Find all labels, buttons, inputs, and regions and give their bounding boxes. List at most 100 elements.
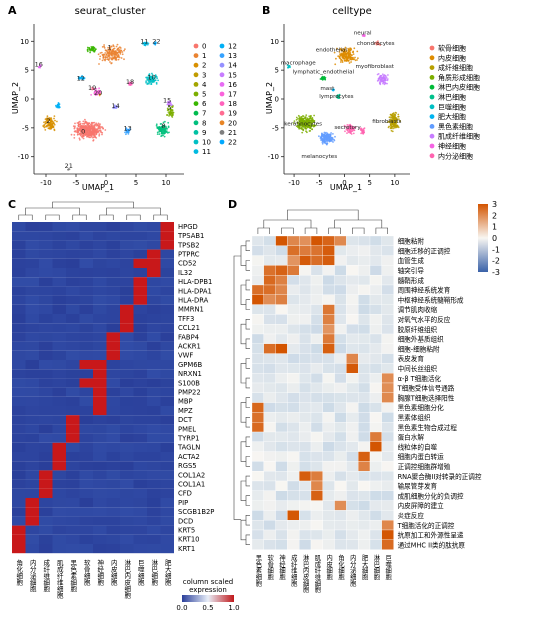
- umap-point: [57, 105, 59, 108]
- heatmap-cell: [334, 294, 347, 305]
- umap-point: [123, 58, 125, 61]
- heatmap-cell: [251, 441, 264, 452]
- heatmap-cell: [12, 516, 26, 526]
- heatmap-cell: [39, 461, 53, 471]
- col-label: 成纤维细胞: [42, 558, 50, 593]
- umap-point: [99, 129, 102, 132]
- heatmap-cell: [358, 451, 371, 462]
- umap-point: [103, 47, 106, 49]
- umap-point: [167, 121, 170, 124]
- heatmap-cell: [79, 424, 93, 434]
- col-label: 软骨细胞: [82, 558, 90, 587]
- heatmap-cell: [310, 520, 323, 531]
- umap-point: [287, 66, 290, 69]
- heatmap-cell: [287, 314, 300, 325]
- heatmap-cell: [25, 360, 39, 370]
- legend-label: 18: [228, 100, 237, 108]
- heatmap-cell: [52, 231, 66, 241]
- heatmap-cell: [251, 451, 264, 462]
- heatmap-cell: [120, 396, 134, 406]
- umap-point: [152, 76, 155, 78]
- y-tick-label: -5: [272, 124, 279, 132]
- heatmap-cell: [93, 378, 107, 388]
- panel-a-ylabel: UMAP_2: [11, 82, 20, 114]
- row-label: 胸腺T细胞选择阳性: [398, 393, 455, 402]
- umap-point: [149, 79, 152, 82]
- col-label: 黑色素细胞: [69, 559, 77, 593]
- heatmap-cell: [79, 378, 93, 388]
- legend-label: 肌成纤维细胞: [438, 132, 480, 141]
- heatmap-cell: [66, 277, 80, 287]
- heatmap-cell: [120, 249, 134, 259]
- legend-c: column scaled expression 0.0 0.5 1.0: [176, 578, 239, 612]
- heatmap-cell: [106, 304, 120, 314]
- heatmap-cell: [358, 353, 371, 364]
- heatmap-cell: [106, 461, 120, 471]
- umap-point: [170, 112, 173, 114]
- heatmap-cell: [160, 452, 174, 462]
- heatmap-cell: [106, 544, 120, 554]
- cluster-label: 11: [140, 38, 148, 46]
- heatmap-cell: [106, 433, 120, 443]
- panel-c: C HPGDTPSAB1TPSB2PTPRCCD52IL32HLA-DPB1HL…: [8, 198, 240, 612]
- heatmap-cell: [287, 275, 300, 286]
- umap-point: [106, 51, 109, 54]
- heatmap-cell: [369, 422, 382, 433]
- heatmap-cell: [66, 249, 80, 259]
- legend-swatch: [219, 53, 225, 58]
- heatmap-cell: [358, 314, 371, 325]
- heatmap-cell: [39, 516, 53, 526]
- umap-point: [92, 139, 95, 142]
- y-tick-label: 0: [275, 96, 279, 104]
- heatmap-cell: [39, 525, 53, 535]
- heatmap-cell: [133, 544, 147, 554]
- heatmap-cell: [79, 396, 93, 406]
- heatmap-cell: [66, 240, 80, 250]
- heatmap-cell: [93, 295, 107, 305]
- heatmap-cell: [133, 534, 147, 544]
- heatmap-cell: [52, 479, 66, 489]
- umap-point: [37, 66, 40, 69]
- heatmap-cell: [66, 433, 80, 443]
- heatmap-cell: [369, 353, 382, 364]
- umap-point: [45, 124, 48, 127]
- umap-point: [89, 123, 92, 126]
- heatmap-cell: [251, 324, 264, 335]
- umap-point: [397, 126, 400, 129]
- heatmap-cell: [381, 520, 394, 531]
- umap-point: [77, 130, 79, 133]
- heatmap-cell: [275, 304, 288, 315]
- row-label: CCL21: [178, 324, 200, 332]
- legend-label: 15: [228, 71, 237, 79]
- heatmap-cell: [322, 382, 335, 393]
- umap-point: [158, 126, 161, 128]
- heatmap-cell: [120, 498, 134, 508]
- heatmap-cell: [310, 471, 323, 482]
- umap-point: [313, 114, 315, 117]
- heatmap-cell: [275, 451, 288, 462]
- heatmap-cell: [275, 235, 288, 246]
- heatmap-cell: [160, 461, 174, 471]
- heatmap-cell: [310, 382, 323, 393]
- umap-point: [332, 133, 334, 135]
- umap-point: [156, 77, 159, 80]
- umap-point: [326, 132, 329, 135]
- umap-point: [101, 53, 104, 56]
- umap-point: [44, 129, 47, 131]
- heatmap-cell: [334, 235, 347, 246]
- legend-d-tick: 2: [492, 211, 497, 220]
- heatmap-cell: [251, 265, 264, 276]
- umap-point: [348, 54, 351, 57]
- legend-swatch: [429, 45, 435, 51]
- heatmap-cell: [39, 378, 53, 388]
- legend-swatch: [193, 139, 199, 145]
- heatmap-cell: [263, 500, 276, 511]
- heatmap-cell: [381, 441, 394, 452]
- umap-point: [171, 116, 174, 118]
- umap-point: [76, 129, 78, 132]
- heatmap-cell: [310, 500, 323, 511]
- dendrogram-branch: [45, 214, 60, 220]
- heatmap-cell: [93, 544, 107, 554]
- heatmap-cell: [52, 341, 66, 351]
- row-label: 成肌细胞分化的负调控: [398, 491, 464, 500]
